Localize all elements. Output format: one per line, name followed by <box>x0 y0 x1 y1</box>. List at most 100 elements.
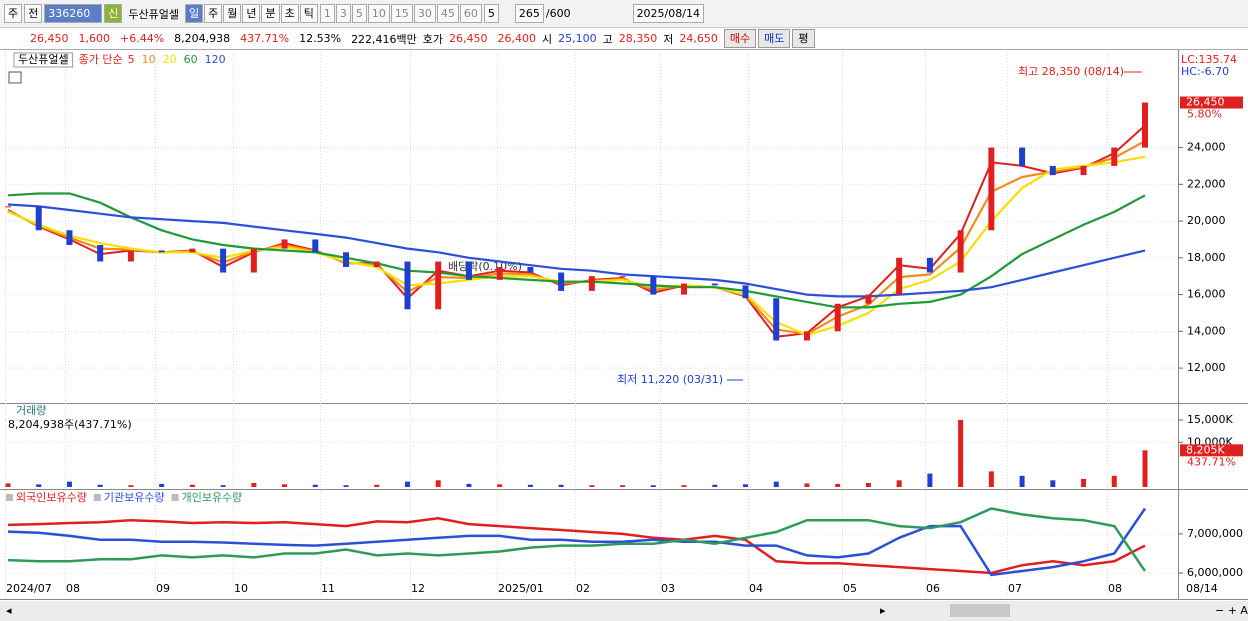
y-tick-label: 15,000K <box>1187 413 1233 426</box>
volume-bar <box>865 482 871 487</box>
legend-entry: 개인보유수량 <box>182 491 243 504</box>
candle <box>773 298 780 341</box>
new-button[interactable]: 신 <box>104 4 123 23</box>
open-label: 시 <box>542 32 553 46</box>
interval[interactable]: 초 <box>280 4 299 23</box>
volume-bar <box>835 483 841 487</box>
series-line <box>7 192 1146 309</box>
candle <box>97 244 104 262</box>
candle <box>1111 147 1118 166</box>
candle <box>588 276 595 291</box>
minute[interactable]: 5 <box>351 4 367 23</box>
volume-bar <box>220 485 226 487</box>
volume-bar <box>5 483 11 487</box>
series-line <box>7 203 1146 298</box>
minute[interactable]: 1 <box>319 4 335 23</box>
sell-button[interactable]: 매도 <box>758 29 791 48</box>
tag-change: 437.71% <box>1187 455 1236 468</box>
zoom-buttons[interactable]: − + A <box>1215 604 1248 617</box>
grid-icon[interactable] <box>8 71 22 84</box>
change-pct: +6.44% <box>120 32 165 45</box>
candle <box>465 261 472 280</box>
prev[interactable]: 전 <box>24 4 43 23</box>
x-tick-label: 2024/07 <box>6 582 52 595</box>
volume-bar <box>1050 480 1056 487</box>
legend-entry: 기관보유수량 <box>104 491 165 504</box>
interval[interactable]: 틱 <box>299 4 318 23</box>
x-tick-label: 05 <box>843 582 857 595</box>
candle <box>496 267 503 280</box>
stock-name: 두산퓨얼셀 <box>128 7 179 21</box>
volume-bar <box>128 485 134 487</box>
interval[interactable]: 분 <box>261 4 280 23</box>
x-tick-label: 06 <box>926 582 940 595</box>
count[interactable]: 5 <box>483 4 499 23</box>
y-tick-label: 6,000,000 <box>1187 566 1243 579</box>
ask: 26,450 <box>449 32 488 45</box>
shown[interactable]: 265 <box>514 4 544 23</box>
volume-bar <box>650 485 656 487</box>
volume-bar <box>896 480 902 487</box>
high-label: 고 <box>602 32 613 46</box>
minute[interactable]: 45 <box>436 4 459 23</box>
x-tick-label: 2025/01 <box>498 582 544 595</box>
legend-entry: 5 <box>128 53 135 66</box>
scroll-thumb[interactable] <box>950 604 1010 617</box>
code-input[interactable]: 336260 <box>44 4 103 23</box>
minute[interactable]: 10 <box>367 4 390 23</box>
total: /600 <box>545 7 571 20</box>
candle <box>1019 147 1026 166</box>
scroll-right[interactable]: ▸ <box>880 604 886 617</box>
price-tag-label: 26,450 <box>1186 96 1225 109</box>
candle <box>250 248 257 273</box>
x-tick-label: 03 <box>661 582 675 595</box>
scrollbar[interactable] <box>0 601 1248 621</box>
buy-button[interactable]: 매수 <box>723 29 757 48</box>
price: 26,450 <box>30 32 69 45</box>
interval[interactable]: 월 <box>223 4 242 23</box>
candle <box>435 261 442 310</box>
volume-bar <box>1081 478 1087 487</box>
candle <box>1080 165 1087 176</box>
volume-title: 거래량 <box>16 404 46 417</box>
candle <box>312 239 319 253</box>
candle <box>896 257 903 295</box>
tag-change: 5.80% <box>1187 108 1222 121</box>
candle <box>189 248 196 253</box>
volume-bar <box>404 481 410 487</box>
minute[interactable]: 3 <box>335 4 351 23</box>
volume-bar <box>927 473 933 487</box>
hc-label: HC:-6.70 <box>1181 65 1229 78</box>
minute[interactable]: 60 <box>459 4 482 23</box>
lc-label: LC:135.74 <box>1181 53 1237 66</box>
candle <box>35 206 42 231</box>
date[interactable]: 2025/08/14 <box>632 4 704 23</box>
legend-entry: 120 <box>205 53 226 66</box>
candle <box>158 250 165 253</box>
interval[interactable]: 일 <box>184 4 204 23</box>
candle <box>220 248 227 273</box>
low-note: 최저 11,220 (03/31) <box>617 373 723 386</box>
minute[interactable]: 30 <box>413 4 436 23</box>
legend-title-box <box>13 52 74 68</box>
volume-bar <box>681 485 687 487</box>
period[interactable]: 주 <box>4 4 23 23</box>
volume-bar <box>558 484 564 487</box>
scroll-left[interactable]: ◂ <box>6 604 12 617</box>
volume-bar <box>374 484 380 487</box>
y-tick-label: 22,000 <box>1187 177 1226 190</box>
interval[interactable]: 주 <box>204 4 223 23</box>
minute[interactable]: 15 <box>390 4 413 23</box>
avg-button[interactable]: 평 <box>792 29 815 48</box>
candle <box>343 252 350 268</box>
series-line <box>7 517 1146 575</box>
minutes: 1 3 5 10 15 30 45 60 <box>319 4 482 23</box>
interval[interactable]: 년 <box>242 4 261 23</box>
legend-swatch <box>171 494 179 501</box>
x-tick-label: 08 <box>66 582 80 595</box>
legend-prefix: 종가 단순 <box>79 53 123 66</box>
y-tick-label: 12,000 <box>1187 361 1226 374</box>
